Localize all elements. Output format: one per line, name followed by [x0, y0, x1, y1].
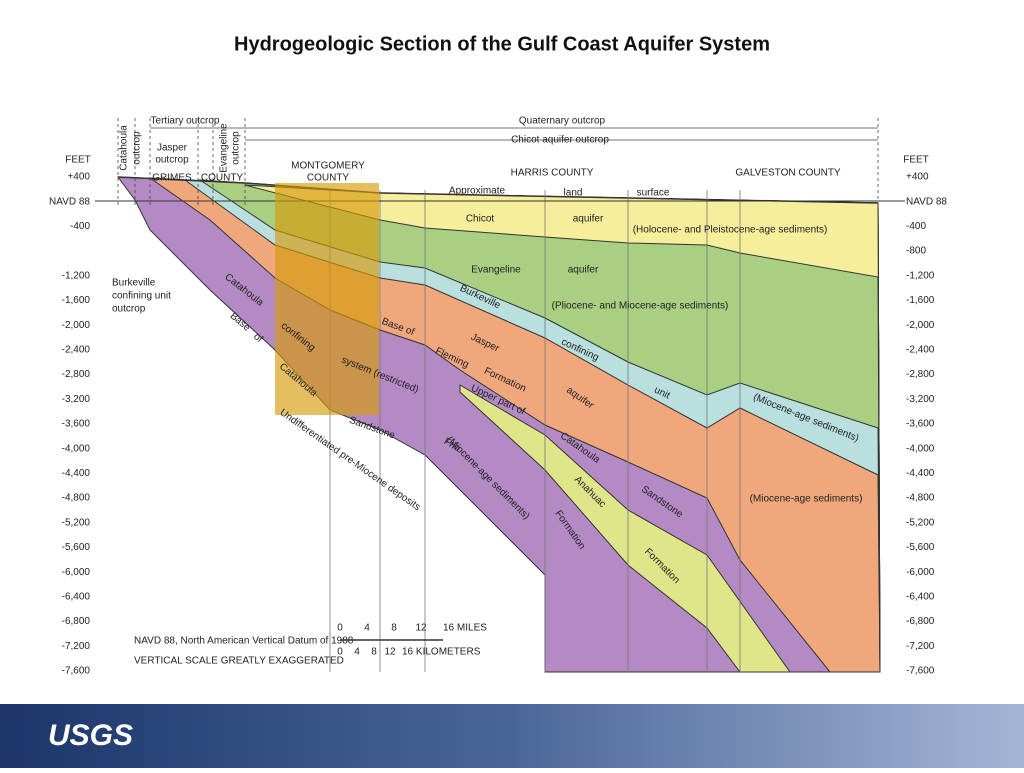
- left-depth-label: NAVD 88: [49, 196, 90, 207]
- right-depth-label: -5,200: [906, 517, 935, 528]
- right-depth-label: -6,800: [906, 616, 935, 627]
- left-depth-label: -2,800: [62, 369, 91, 380]
- scale-label: 16 MILES: [443, 623, 487, 634]
- right-depth-label: +400: [906, 172, 929, 183]
- section-label: land: [564, 188, 583, 199]
- note: VERTICAL SCALE GREATLY EXAGGERATED: [134, 656, 344, 667]
- right-depth-label: -7,200: [906, 641, 935, 652]
- section-label: surface: [637, 188, 670, 199]
- left-depth-label: -4,800: [62, 493, 91, 504]
- right-depth-label: -1,600: [906, 295, 935, 306]
- scale-label: 16 KILOMETERS: [402, 647, 481, 658]
- section-label: aquifer: [573, 214, 604, 225]
- scale-label: 0: [337, 647, 343, 658]
- left-depth-label: -2,000: [62, 320, 91, 331]
- section-label: Approximate: [449, 186, 506, 197]
- section-label: outcrop: [132, 131, 143, 165]
- right-depth-label: -4,000: [906, 443, 935, 454]
- section-label: (Miocene-age sediments): [750, 494, 863, 505]
- right-depth-label: -2,800: [906, 369, 935, 380]
- section-label: Jasper: [157, 143, 188, 154]
- axis-unit: FEET: [65, 155, 91, 166]
- section-label: MONTGOMERY: [291, 161, 365, 172]
- section-label: confining unit: [112, 291, 171, 302]
- section-label: HARRIS COUNTY: [511, 168, 594, 179]
- logo: USGS: [48, 719, 133, 752]
- section-label: Catahoula: [119, 125, 130, 171]
- left-depth-label: -7,200: [62, 641, 91, 652]
- scale-label: 8: [391, 623, 397, 634]
- right-depth-label: -2,400: [906, 345, 935, 356]
- left-depth-label: -400: [70, 221, 90, 232]
- right-depth-label: -6,400: [906, 592, 935, 603]
- right-depth-label: -400: [906, 221, 926, 232]
- section-label: COUNTY: [201, 173, 244, 184]
- right-depth-label: -4,800: [906, 493, 935, 504]
- scale-label: 12: [384, 647, 396, 658]
- section-label: outcrop: [155, 155, 189, 166]
- left-depth-label: -2,400: [62, 345, 91, 356]
- section-label: Evangeline: [219, 123, 230, 173]
- left-depth-label: -7,600: [62, 666, 91, 677]
- section-label: Tertiary outcrop: [151, 116, 220, 127]
- left-depth-label: -5,600: [62, 542, 91, 553]
- scale-label: 0: [337, 623, 343, 634]
- title: Hydrogeologic Section of the Gulf Coast …: [234, 33, 770, 55]
- left-depth-label: -1,200: [62, 270, 91, 281]
- left-depth-label: -3,200: [62, 394, 91, 405]
- section-label: Chicot aquifer outcrop: [511, 135, 609, 146]
- right-depth-label: -1,200: [906, 270, 935, 281]
- scale-label: 4: [354, 647, 360, 658]
- footer-bar: [0, 704, 1024, 768]
- section-label: (Holocene- and Pleistocene-age sediments…: [633, 225, 828, 236]
- right-depth-label: -4,400: [906, 468, 935, 479]
- section-label: COUNTY: [307, 173, 350, 184]
- left-depth-label: -3,600: [62, 419, 91, 430]
- right-depth-label: -800: [906, 246, 926, 257]
- axis-unit: FEET: [903, 155, 929, 166]
- left-depth-label: -4,400: [62, 468, 91, 479]
- section-label: outcrop: [112, 304, 146, 315]
- section-label: Chicot: [466, 214, 495, 225]
- section-label: Evangeline: [471, 265, 521, 276]
- right-depth-label: -3,600: [906, 419, 935, 430]
- left-depth-label: -5,200: [62, 517, 91, 528]
- section-label: GRIMES: [152, 173, 192, 184]
- right-depth-label: -5,600: [906, 542, 935, 553]
- right-depth-label: -6,000: [906, 567, 935, 578]
- section-label: Quaternary outcrop: [519, 116, 606, 127]
- left-depth-label: -6,800: [62, 616, 91, 627]
- section-label: Burkeville: [112, 278, 156, 289]
- highlight-box: [275, 183, 379, 415]
- section-label: GALVESTON COUNTY: [735, 168, 841, 179]
- scale-label: 8: [371, 647, 377, 658]
- section-label: aquifer: [568, 265, 599, 276]
- left-depth-label: -1,600: [62, 295, 91, 306]
- right-depth-label: NAVD 88: [906, 196, 947, 207]
- section-label: (Pliocene- and Miocene-age sediments): [552, 301, 729, 312]
- right-depth-label: -7,600: [906, 666, 935, 677]
- left-depth-label: -6,400: [62, 592, 91, 603]
- section-label: outcrop: [231, 131, 242, 165]
- cross-section: +400 NAVD 88 -400 -1,200 -1,600 -2,000 -2,400 -…: [49, 116, 947, 677]
- left-depth-label: -4,000: [62, 443, 91, 454]
- right-depth-label: -3,200: [906, 394, 935, 405]
- left-depth-label: +400: [67, 172, 90, 183]
- left-depth-label: -6,000: [62, 567, 91, 578]
- scale-label: 12: [415, 623, 427, 634]
- scale-label: 4: [364, 623, 370, 634]
- note: NAVD 88, North American Vertical Datum o…: [134, 636, 354, 647]
- right-depth-label: -2,000: [906, 320, 935, 331]
